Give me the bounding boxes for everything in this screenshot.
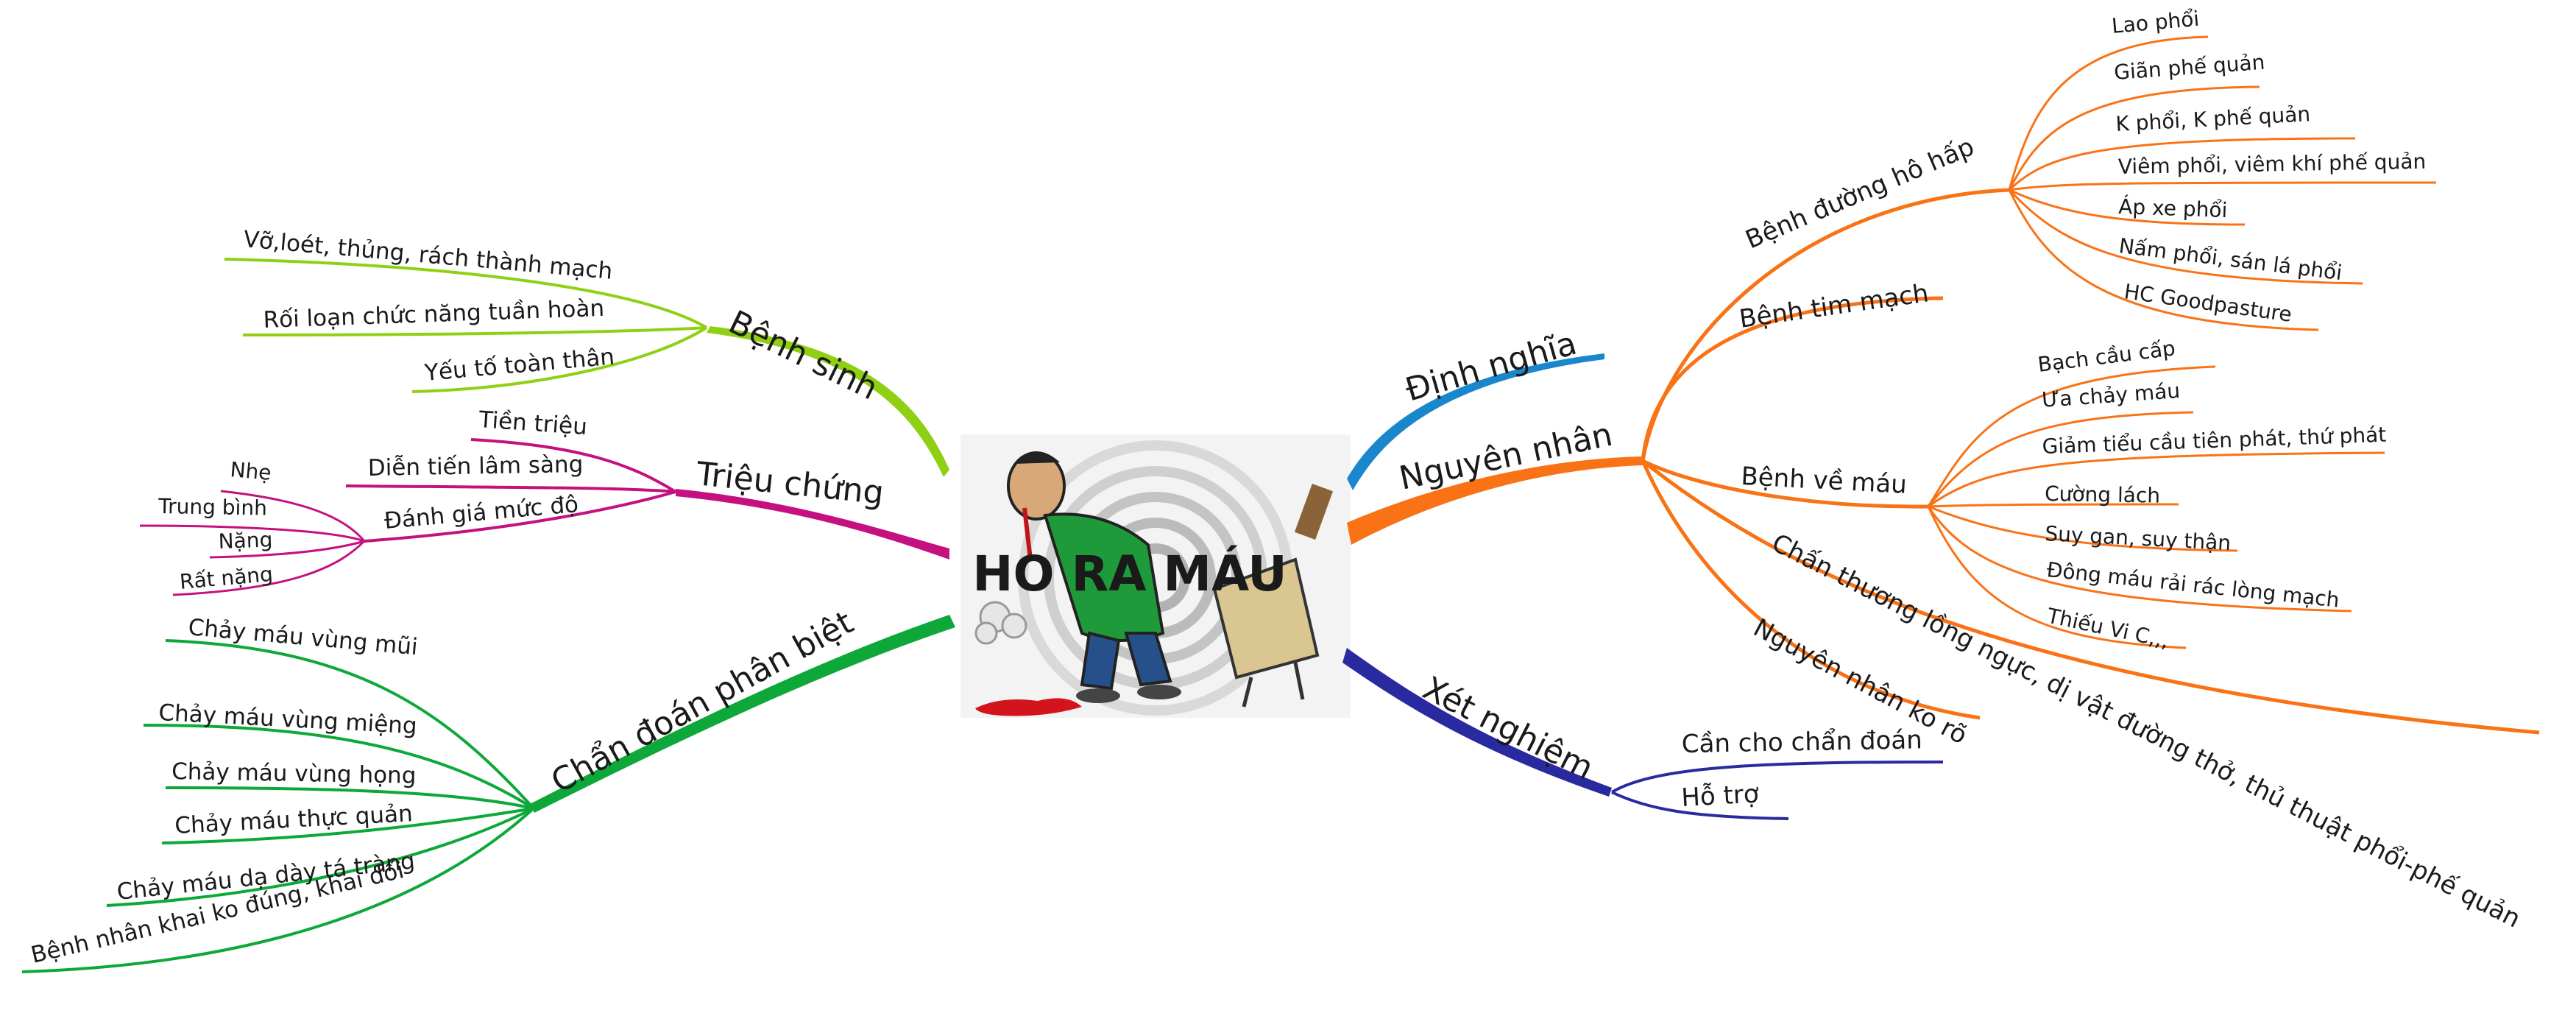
- branch-chan-doan-phan-biet: Chẩn đoán phân biệt Chảy máu vùng mũi Ch…: [21, 604, 955, 973]
- branch-label-xet-nghiem: Xét nghiệm: [1417, 669, 1599, 787]
- leaf-label: Viêm phổi, viêm khí phế quản: [2118, 149, 2427, 179]
- sub-branch-line: [1641, 296, 1944, 462]
- branch-label-benh-sinh: Bệnh sinh: [723, 303, 883, 407]
- leaf-label: Yếu tố toàn thân: [423, 344, 616, 387]
- branch-label-trieu-chung: Triệu chứng: [694, 455, 885, 512]
- main-branch-line: [1347, 353, 1604, 490]
- central-topic-title: HO RA MÁU: [972, 545, 1287, 602]
- sub-branch-line: [1641, 459, 1981, 720]
- leaf-line: [139, 524, 365, 543]
- ho-hap-leaves: Lao phổi Giãn phế quản K phổi, K phế quả…: [2008, 7, 2437, 331]
- leaf-label: Giãn phế quản: [2113, 50, 2265, 85]
- leaf-label: Rất nặng: [179, 562, 274, 594]
- leaf-label: Cường lách: [2045, 481, 2160, 508]
- leaf-label: Chảy máu thực quản: [174, 800, 414, 839]
- leaf-label: K phổi, K phế quản: [2115, 102, 2311, 136]
- leaf-line: [143, 724, 535, 810]
- main-branch-line: [707, 326, 949, 477]
- leaf-label: Vỡ,loét, thủng, rách thành mạch: [242, 226, 613, 285]
- leaf-line: [172, 540, 366, 596]
- main-branch-line: [530, 615, 955, 813]
- branch-label-nguyen-nhan: Nguyên nhân: [1396, 416, 1616, 498]
- leaf-label: Áp xe phổi: [2118, 194, 2228, 222]
- leaf-label: Suy gan, suy thận: [2045, 521, 2232, 555]
- box-character-icon: [1212, 483, 1334, 708]
- leaf-line: [224, 258, 708, 329]
- leaf-line: [21, 807, 535, 973]
- leaf-line: [242, 326, 707, 336]
- leaf-label: Chảy máu vùng mũi: [187, 614, 419, 660]
- leaf-label: Lao phổi: [2111, 7, 2201, 38]
- leaf-label: Hỗ trợ: [1680, 780, 1759, 813]
- blood-pool-icon: [975, 698, 1082, 716]
- leaf-line: [364, 490, 676, 543]
- leaf-line: [1611, 791, 1789, 820]
- leaf-line: [209, 540, 365, 559]
- leaf-line: [220, 490, 366, 542]
- leaf-line: [1610, 761, 1944, 794]
- main-branch-line: [1347, 456, 1643, 545]
- sub-branch-line: [1641, 188, 2010, 462]
- benh-mau-leaves: Bạch cầu cấp Ưa chảy máu Giảm tiểu cầu t…: [1927, 336, 2387, 653]
- leaf-label: Diễn tiến lâm sàng: [368, 451, 584, 481]
- leaf-label: Ưa chảy máu: [2041, 378, 2181, 412]
- branch-benh-sinh: Bệnh sinh Vỡ,loét, thủng, rách thành mạc…: [224, 226, 949, 477]
- leaf-line: [411, 326, 708, 393]
- sub-branch-line: [1641, 459, 2540, 735]
- leaf-label: Rối loạn chức năng tuần hoàn: [263, 295, 605, 334]
- leaf-label: Chảy máu vùng miệng: [158, 699, 418, 739]
- coughing-man-icon: [974, 451, 1181, 703]
- leaf-label: Trung bình: [158, 494, 267, 521]
- main-branch-line: [676, 489, 949, 560]
- leaf-line: [470, 438, 677, 493]
- branch-nguyen-nhan: Nguyên nhân Bệnh đường hô hấp Bệnh tim m…: [1347, 7, 2540, 934]
- leaf-line: [165, 786, 534, 810]
- center-illustration: HO RA MÁU: [960, 434, 1351, 718]
- leaf-line: [345, 484, 676, 493]
- leaf-line: [161, 807, 534, 844]
- main-branch-line: [1342, 648, 1612, 797]
- branch-trieu-chung: Triệu chứng Tiền triệu Diễn tiến lâm sàn…: [139, 406, 949, 596]
- leaf-label: Nhẹ: [229, 457, 272, 485]
- leaf-label: Nặng: [218, 527, 273, 554]
- branch-label-chan-doan-phan-biet: Chẩn đoán phân biệt: [545, 604, 860, 801]
- leaf-label: Chảy máu vùng họng: [171, 758, 417, 789]
- leaf-line: [165, 639, 535, 810]
- sub-label: Bệnh đường hô hấp: [1741, 132, 1978, 255]
- leaf-line: [106, 807, 534, 907]
- sub-label: Bệnh tim mạch: [1738, 278, 1931, 334]
- leaf-label: Tiền triệu: [477, 406, 588, 440]
- branch-label-dinh-nghia: Định nghĩa: [1401, 325, 1581, 409]
- leaf-label: Cần cho chẩn đoán: [1681, 725, 1922, 759]
- leaf-label: Thiếu Vi C,,,: [2045, 603, 2171, 652]
- sub-branch-line: [1641, 459, 1929, 509]
